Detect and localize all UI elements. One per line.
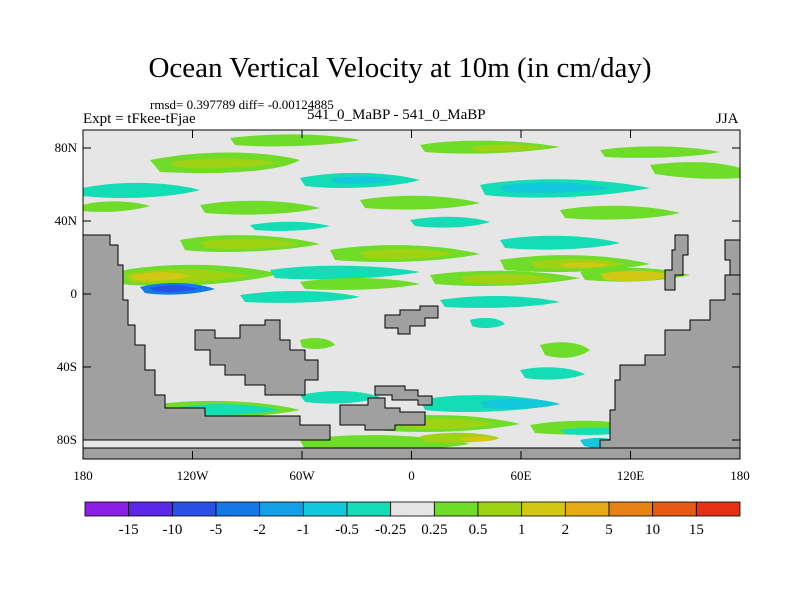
colorbar-swatch <box>346 501 392 517</box>
lon-label-60w: 60W <box>289 468 315 483</box>
colorbar-swatch <box>259 501 304 517</box>
lon-label-120e: 120E <box>617 468 645 483</box>
colorbar-label: -15 <box>119 522 139 538</box>
colorbar-label: 2 <box>562 522 570 538</box>
stats-text: rmsd= 0.397789 diff= -0.00124885 <box>150 97 334 112</box>
colorbar-swatch <box>84 501 130 517</box>
colorbar-label: 10 <box>645 522 660 538</box>
colorbar-label: -5 <box>210 522 223 538</box>
colorbar-swatch <box>564 501 610 517</box>
lat-label-40n: 40N <box>55 213 78 228</box>
velocity-field <box>83 134 740 459</box>
colorbar: -15 -10 -5 -2 -1 -0.5 -0.25 0.25 0.5 1 2 5 10 15 <box>84 501 741 538</box>
colorbar-label: -2 <box>253 522 266 538</box>
land-masses <box>83 234 740 459</box>
colorbar-swatch <box>695 501 741 517</box>
lon-axis <box>82 130 741 459</box>
colorbar-swatch <box>477 501 523 517</box>
colorbar-label: 5 <box>605 522 613 538</box>
colorbar-swatch <box>302 501 348 517</box>
colorbar-label: 0.5 <box>469 522 488 538</box>
lat-label-40s: 40S <box>57 359 77 374</box>
colorbar-swatch <box>433 501 479 517</box>
colorbar-swatch <box>608 501 654 517</box>
map-title: Ocean Vertical Velocity at 10m (in cm/da… <box>148 52 652 84</box>
colorbar-label: -0.5 <box>335 522 359 538</box>
colorbar-swatch <box>652 501 697 517</box>
colorbar-swatch <box>171 501 217 517</box>
lon-label-60e: 60E <box>511 468 532 483</box>
colorbar-swatch <box>215 501 261 517</box>
lat-label-80n: 80N <box>55 140 78 155</box>
colorbar-label: 15 <box>689 522 704 538</box>
lat-label-0: 0 <box>71 286 78 301</box>
colorbar-swatch <box>128 501 173 517</box>
colorbar-label: -0.25 <box>375 522 406 538</box>
experiment-label: Expt = tFkee-tFjae <box>83 111 196 127</box>
colorbar-label: 1 <box>518 522 526 538</box>
lat-label-80s: 80S <box>57 432 77 447</box>
colorbar-swatch <box>521 501 566 517</box>
colorbar-label: 0.25 <box>421 522 447 538</box>
lon-label-0: 0 <box>408 468 415 483</box>
lon-label-180w: 180 <box>73 468 93 483</box>
lon-label-120w: 120W <box>177 468 210 483</box>
season-label: JJA <box>716 111 739 127</box>
colorbar-label: -10 <box>162 522 182 538</box>
lat-axis <box>83 147 740 441</box>
lon-label-180e: 180 <box>730 468 750 483</box>
colorbar-swatch <box>390 501 435 517</box>
colorbar-label: -1 <box>297 522 310 538</box>
case-label: 541_0_MaBP - 541_0_MaBP <box>307 107 486 123</box>
